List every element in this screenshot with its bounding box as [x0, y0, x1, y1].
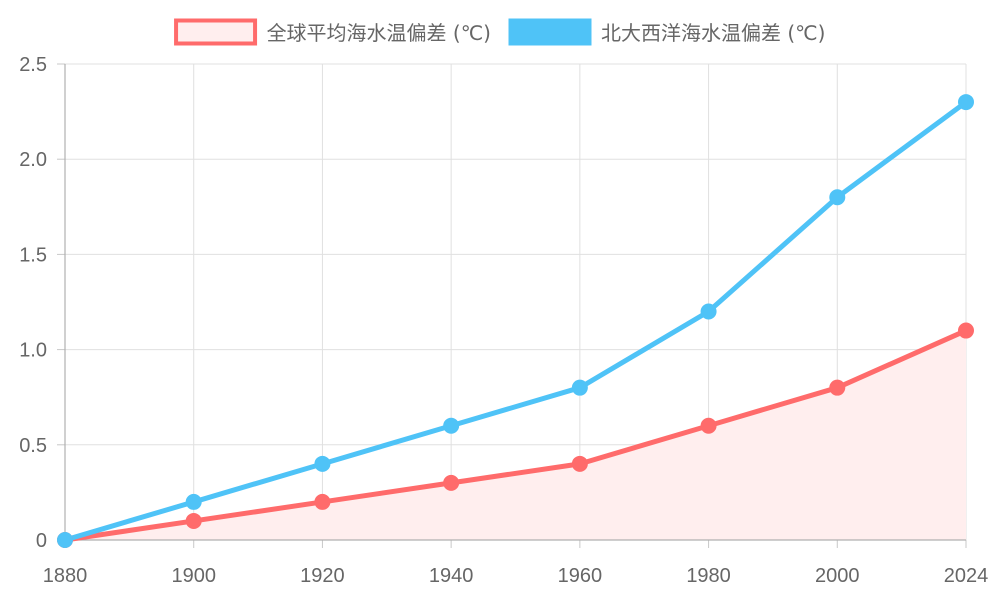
series-0-point[interactable]	[829, 379, 846, 396]
series-1-point[interactable]	[958, 94, 974, 111]
series-0-point[interactable]	[571, 455, 588, 472]
grid-layer	[65, 63, 967, 540]
tick-label-layer: 0 0.5 1.0 1.5 2.0 2.5 1880 1900 1920 1940 1960 1980…	[19, 54, 988, 587]
x-tick-label: 1920	[300, 565, 345, 587]
y-tick-label: 0.5	[19, 435, 47, 457]
legend-swatch	[174, 18, 258, 46]
series-0-point[interactable]	[314, 493, 331, 510]
series-0-area	[65, 330, 966, 540]
x-tick-label: 1960	[558, 565, 603, 587]
y-tick-label: 2.5	[19, 54, 47, 76]
series-1-point[interactable]	[443, 417, 460, 434]
x-tick-label: 1880	[43, 565, 88, 587]
series-1-point[interactable]	[571, 379, 588, 396]
legend-item-1[interactable]: 北大西洋海水温偏差 (℃)	[508, 18, 825, 46]
legend-label: 全球平均海水温偏差 (℃)	[267, 21, 491, 45]
legend: 全球平均海水温偏差 (℃) 北大西洋海水温偏差 (℃)	[174, 18, 825, 46]
legend-item-0[interactable]: 全球平均海水温偏差 (℃)	[174, 18, 491, 46]
series-0-point[interactable]	[700, 417, 717, 434]
area-layer	[65, 330, 966, 540]
y-tick-label: 2.0	[19, 149, 47, 171]
y-tick-label: 0	[36, 530, 47, 552]
series-1-point[interactable]	[700, 303, 717, 320]
series-1-line	[62, 99, 969, 543]
point-layer	[57, 94, 974, 548]
x-tick-label: 2000	[815, 565, 860, 587]
series-1-point[interactable]	[314, 455, 331, 472]
x-tick-label: 2024	[944, 565, 989, 587]
y-tick-label: 1.0	[19, 340, 47, 362]
series-0-line	[62, 328, 969, 543]
series-1-point[interactable]	[829, 189, 846, 206]
x-tick-label: 1940	[429, 565, 474, 587]
x-tick-label: 1980	[686, 565, 731, 587]
series-0-point[interactable]	[443, 474, 460, 491]
legend-label: 北大西洋海水温偏差 (℃)	[601, 21, 825, 45]
x-tick-label: 1900	[171, 565, 216, 587]
line-layer	[62, 99, 969, 543]
series-1-point[interactable]	[57, 532, 73, 548]
series-0-point[interactable]	[185, 512, 202, 529]
series-1-point[interactable]	[185, 493, 202, 510]
series-0-point[interactable]	[958, 322, 974, 339]
y-tick-label: 1.5	[19, 244, 47, 266]
legend-swatch	[508, 18, 592, 46]
